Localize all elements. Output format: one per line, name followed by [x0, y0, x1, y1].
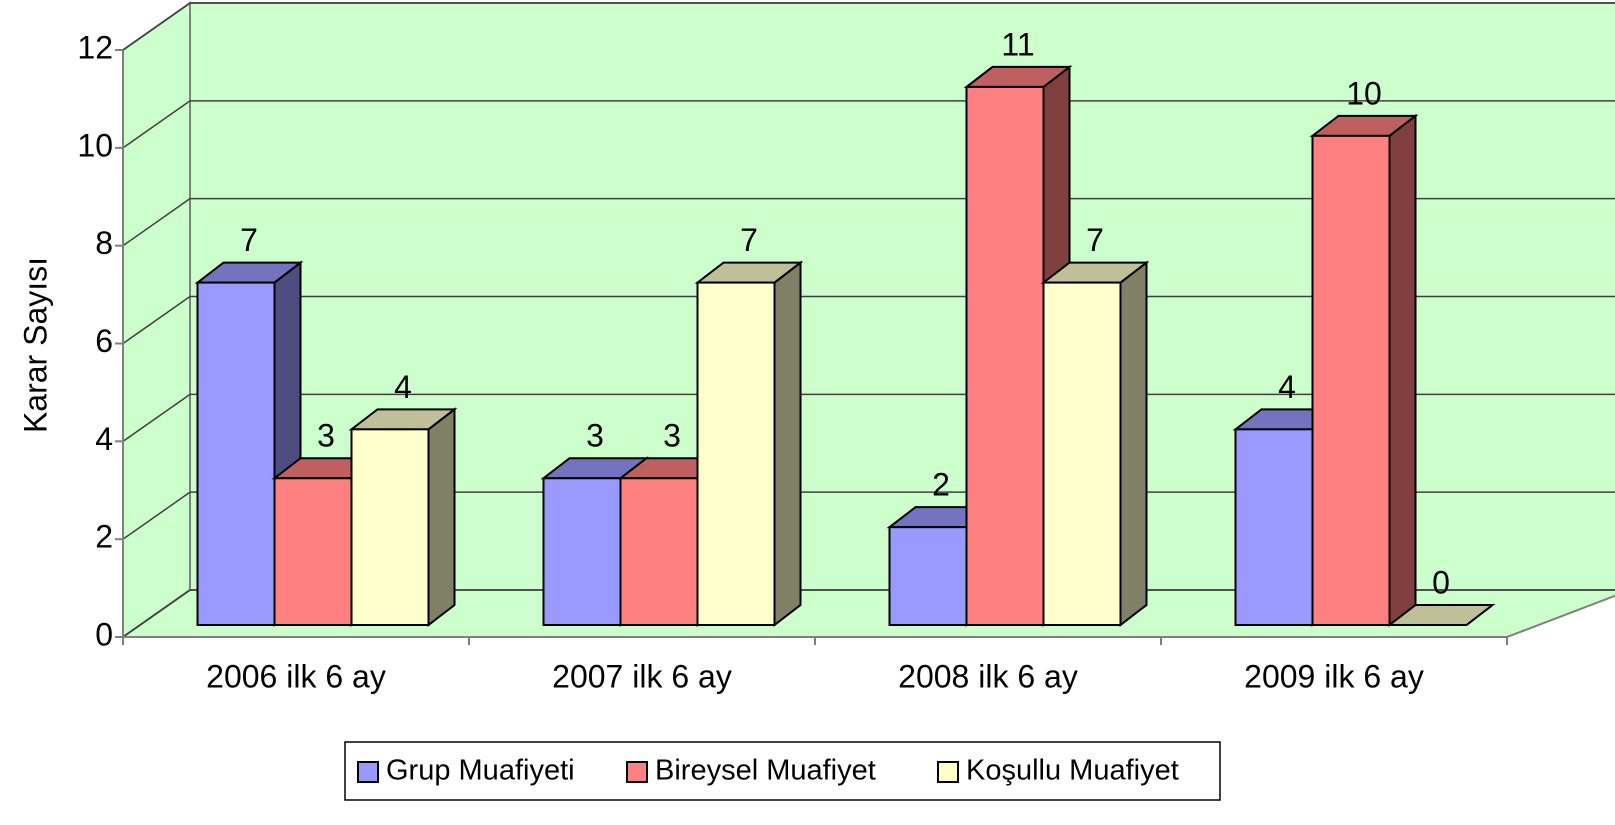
bar-side [773, 260, 802, 628]
value-label: 7 [740, 222, 758, 258]
bar [1042, 281, 1122, 626]
value-label: 11 [1001, 26, 1034, 62]
y-tick-label: 4 [95, 421, 113, 457]
x-tick-label: 2009 ilk 6 ay [1244, 658, 1424, 694]
grid-line [122, 491, 191, 540]
bar-top [1386, 604, 1496, 626]
legend-swatch [937, 761, 959, 783]
legend-swatch [626, 761, 648, 783]
y-tick-label: 8 [95, 225, 113, 261]
value-label: 2 [932, 467, 950, 503]
value-label: 10 [1346, 75, 1382, 111]
grid-line [122, 589, 191, 638]
bar [273, 477, 353, 626]
grid-line [122, 393, 191, 442]
value-label: 7 [1086, 222, 1104, 258]
y-tick-label: 6 [95, 323, 113, 359]
value-label: 3 [317, 418, 335, 454]
bar [965, 85, 1045, 626]
x-tick-label: 2008 ilk 6 ay [898, 658, 1078, 694]
x-tick-label: 2006 ilk 6 ay [206, 658, 386, 694]
value-label: 3 [586, 418, 604, 454]
bar [542, 477, 622, 626]
bar-side [1388, 113, 1417, 628]
bar [619, 477, 699, 626]
bar-side [427, 407, 456, 628]
legend-label: Koşullu Muafiyet [966, 755, 1179, 787]
grid-line [122, 295, 191, 345]
grid-line [122, 198, 191, 247]
grid-line [122, 100, 191, 149]
value-label: 4 [1278, 369, 1296, 405]
value-label: 3 [663, 418, 681, 454]
legend-swatch [357, 761, 379, 783]
value-label: 7 [240, 222, 258, 258]
x-tick-label: 2007 ilk 6 ay [552, 658, 732, 694]
y-axis-label: Karar Sayısı [17, 257, 53, 433]
bar [196, 281, 276, 626]
y-tick-label: 10 [77, 127, 113, 163]
value-label: 4 [394, 369, 412, 405]
legend [344, 741, 1221, 801]
bar-side [1119, 260, 1148, 628]
y-tick-label: 0 [95, 616, 113, 652]
legend-label: Bireysel Muafiyet [655, 755, 876, 787]
bar [350, 428, 430, 627]
bar [1234, 428, 1314, 627]
y-tick-label: 12 [77, 29, 113, 65]
bar [1311, 134, 1391, 626]
bar [696, 281, 776, 626]
value-label: 0 [1432, 564, 1450, 600]
legend-label: Grup Muafiyeti [386, 755, 575, 787]
y-tick-label: 2 [95, 519, 113, 555]
grid-line [122, 2, 191, 51]
bar [888, 526, 968, 627]
